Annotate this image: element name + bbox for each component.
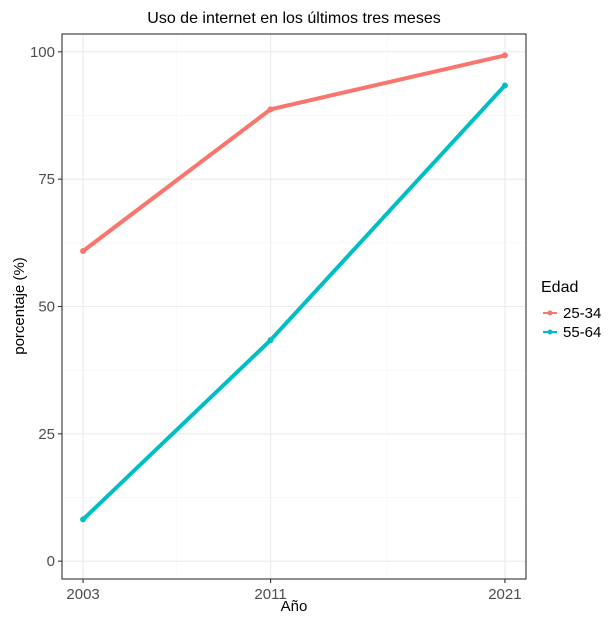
series-line-55-64 <box>81 83 507 522</box>
data-point-25-34 <box>501 52 508 59</box>
data-point-25-34 <box>267 106 274 113</box>
y-tick-label: 0 <box>47 553 55 570</box>
y-tick-label: 75 <box>38 171 55 188</box>
legend-title: Edad <box>541 279 578 296</box>
chart-title: Uso de internet en los últimos tres mese… <box>147 10 440 27</box>
y-tick-label: 25 <box>38 426 55 443</box>
y-tick-label: 100 <box>30 44 55 61</box>
major-gridlines <box>62 34 526 579</box>
legend-key-point <box>547 329 553 335</box>
data-point-55-64 <box>80 516 87 523</box>
x-tick-label: 2021 <box>488 586 521 603</box>
data-point-55-64 <box>267 337 274 344</box>
y-axis: 0 25 50 75 100 <box>30 44 62 570</box>
series-layer <box>80 52 508 523</box>
y-tick-label: 50 <box>38 299 55 316</box>
data-point-55-64 <box>501 82 508 89</box>
x-tick-label: 2011 <box>254 586 286 603</box>
data-point-25-34 <box>80 247 87 254</box>
legend-label: 25-34 <box>563 305 601 322</box>
legend: Edad 25-34 55-64 <box>541 279 601 341</box>
legend-key-point <box>547 310 553 316</box>
x-axis: 2003 2011 2021 <box>66 579 522 603</box>
legend-label: 55-64 <box>563 324 601 341</box>
y-axis-title: porcentaje (%) <box>11 257 28 355</box>
x-tick-label: 2003 <box>66 586 99 603</box>
x-axis-title: Año <box>281 598 308 615</box>
